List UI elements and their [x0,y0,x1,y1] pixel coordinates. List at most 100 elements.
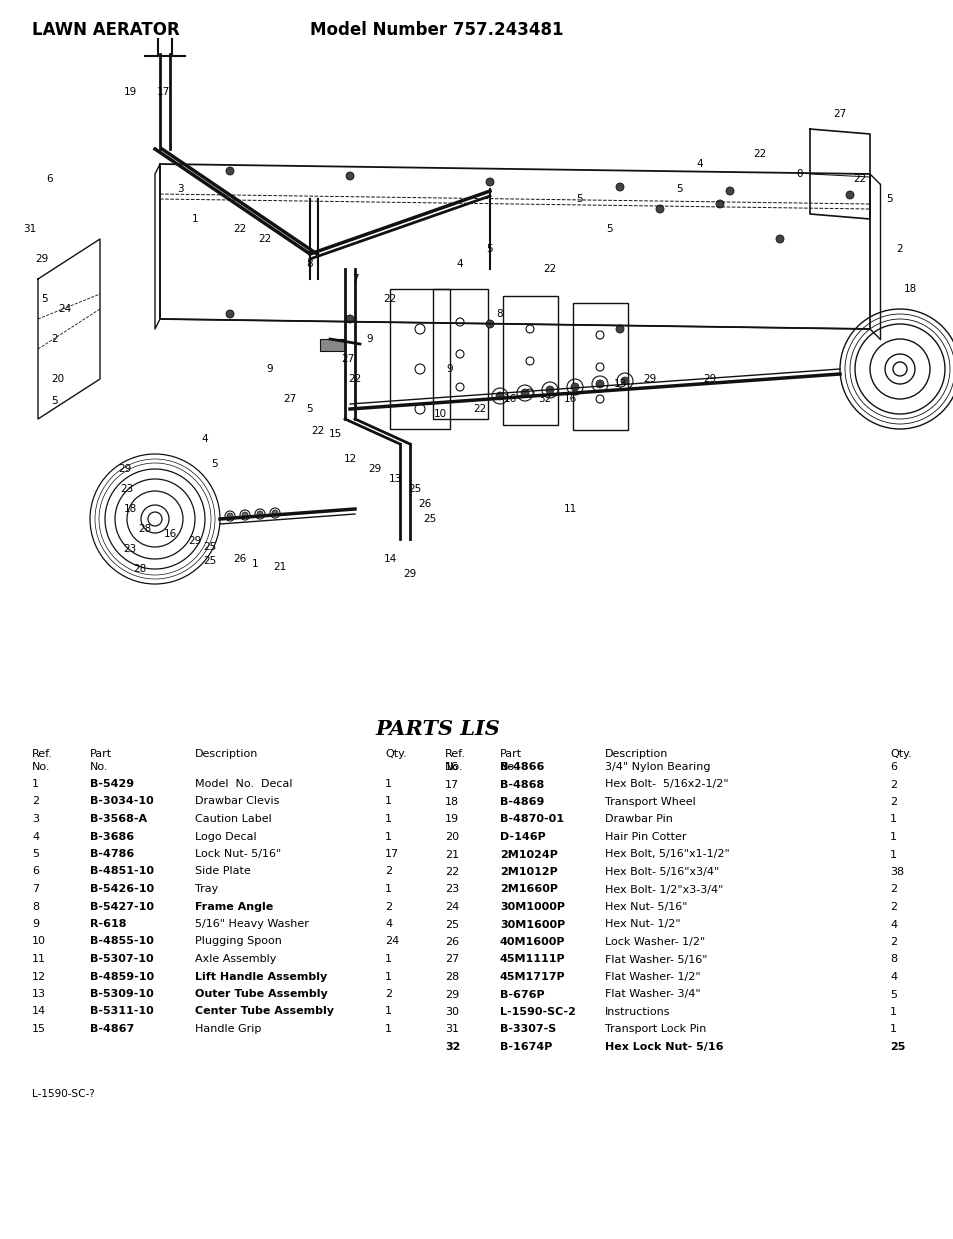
Text: Logo Decal: Logo Decal [194,831,256,841]
Circle shape [596,380,603,388]
Text: 1: 1 [252,559,258,569]
Text: 8: 8 [889,954,896,964]
Text: Ref.: Ref. [444,750,465,760]
Text: 2: 2 [889,779,896,789]
Text: 1: 1 [385,814,392,824]
Text: 5: 5 [885,195,892,204]
Text: 2: 2 [51,335,58,344]
Text: 1: 1 [889,1025,896,1035]
Text: 2: 2 [385,866,392,876]
Text: Frame Angle: Frame Angle [194,902,273,912]
Text: 27: 27 [833,109,845,119]
Text: 22: 22 [258,234,272,244]
Text: Hex Bolt, 5/16"x1-1/2": Hex Bolt, 5/16"x1-1/2" [604,850,729,860]
Text: 16: 16 [503,394,517,404]
Text: 25: 25 [203,541,216,553]
Text: 14: 14 [32,1006,46,1016]
Text: 2M1660P: 2M1660P [499,885,558,895]
Text: No.: No. [32,762,51,772]
Text: Lock Nut- 5/16": Lock Nut- 5/16" [194,849,281,859]
Text: 9: 9 [267,364,273,374]
Text: 27: 27 [444,954,458,964]
Text: 32: 32 [444,1042,460,1052]
Text: 22: 22 [473,404,486,414]
Circle shape [346,315,354,323]
Text: 26: 26 [444,937,458,947]
Text: Part: Part [90,750,112,760]
Text: No.: No. [90,762,109,772]
Text: 17: 17 [444,779,458,789]
Text: 23: 23 [444,885,458,895]
Bar [319,339,345,351]
Text: 28: 28 [138,524,152,534]
Circle shape [545,387,554,394]
Circle shape [485,178,494,186]
Text: B-3307-S: B-3307-S [499,1025,556,1035]
Text: Ref.: Ref. [32,750,53,760]
Text: B-5307-10: B-5307-10 [90,954,153,964]
Text: 4: 4 [889,973,896,983]
Text: 22: 22 [383,294,396,304]
Text: 2M1024P: 2M1024P [499,850,558,860]
Circle shape [520,389,529,396]
Text: B-4786: B-4786 [90,849,134,859]
Text: Part: Part [499,750,521,760]
Text: Hex Lock Nut- 5/16: Hex Lock Nut- 5/16 [604,1042,722,1052]
Text: Flat Washer- 5/16": Flat Washer- 5/16" [604,954,707,964]
Text: 22: 22 [348,374,361,384]
Circle shape [346,172,354,180]
Text: Transport Lock Pin: Transport Lock Pin [604,1025,705,1035]
Text: 1: 1 [385,954,392,964]
Text: 5: 5 [889,990,896,1000]
Text: 20: 20 [51,374,65,384]
Text: B-5429: B-5429 [90,779,134,789]
Text: B-3686: B-3686 [90,831,134,841]
Text: B-4855-10: B-4855-10 [90,937,153,947]
Bar [390,289,450,429]
Text: 29: 29 [35,254,49,264]
Text: Hex Bolt-  5/16x2-1/2": Hex Bolt- 5/16x2-1/2" [604,779,728,789]
Text: Flat Washer- 1/2": Flat Washer- 1/2" [604,973,700,983]
Text: 0: 0 [796,169,802,178]
Text: 4: 4 [696,159,702,169]
Text: 22: 22 [444,867,458,877]
Text: Model Number 757.243481: Model Number 757.243481 [310,21,563,38]
Text: B-4851-10: B-4851-10 [90,866,153,876]
Text: 5: 5 [42,294,49,304]
Text: 20: 20 [444,833,458,843]
Text: 24: 24 [385,937,399,947]
Text: B-5426-10: B-5426-10 [90,883,154,895]
Text: D-146P: D-146P [499,833,545,843]
Text: 4: 4 [201,434,208,444]
Text: B-5309-10: B-5309-10 [90,989,153,999]
Text: 29: 29 [702,374,716,384]
Text: 29: 29 [642,374,656,384]
Text: 3/4" Nylon Bearing: 3/4" Nylon Bearing [604,762,710,772]
Bar [573,304,627,430]
Text: 30: 30 [444,1007,458,1017]
Text: 1: 1 [889,833,896,843]
Text: 1: 1 [385,1023,392,1035]
Text: 7: 7 [32,883,39,895]
Text: 29: 29 [444,990,458,1000]
Text: B-4859-10: B-4859-10 [90,971,154,981]
Text: 1: 1 [192,214,198,224]
Circle shape [256,510,263,517]
Text: Model  No.  Decal: Model No. Decal [194,779,293,789]
Text: 1: 1 [889,814,896,824]
Text: B-4868: B-4868 [499,779,543,789]
Text: 2: 2 [889,937,896,947]
Text: 19: 19 [123,87,136,97]
Circle shape [616,183,623,191]
Text: 30M1600P: 30M1600P [499,919,565,929]
Text: 1: 1 [385,797,392,807]
Text: 14: 14 [383,554,396,564]
Text: 25: 25 [203,556,216,566]
Circle shape [620,377,628,385]
Text: 13: 13 [32,989,46,999]
Text: 5: 5 [51,396,58,406]
Text: 31: 31 [24,224,36,234]
Circle shape [496,392,503,400]
Text: 10: 10 [433,409,446,419]
Text: 29: 29 [403,569,416,579]
